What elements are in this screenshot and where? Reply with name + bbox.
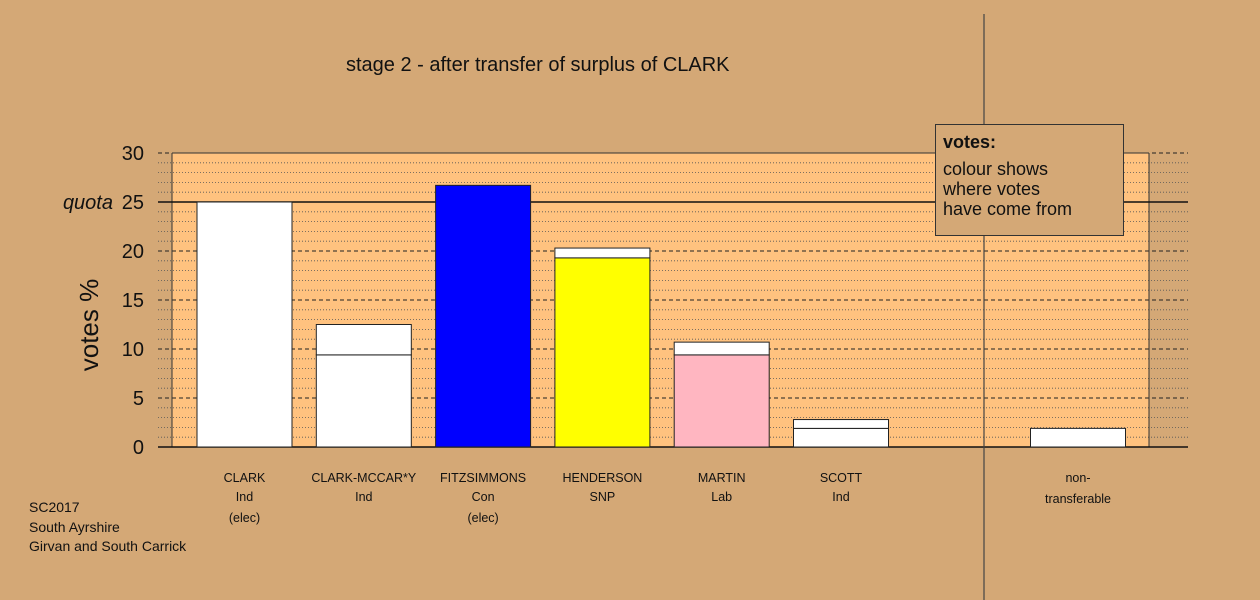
candidate-scott-name: SCOTT — [820, 471, 863, 485]
candidate-clark-status: (elec) — [229, 511, 260, 525]
council-name: South Ayrshire — [29, 518, 120, 535]
y-tick-label: 20 — [122, 241, 144, 263]
y-tick-label: 10 — [122, 339, 144, 361]
candidate-fitzsimmons-name: FITZSIMMONS — [440, 471, 526, 485]
y-tick-label: 25 — [122, 192, 144, 214]
y-axis-title: votes % — [74, 279, 104, 372]
candidate-martin-party: Lab — [711, 490, 732, 504]
quota-label: quota — [63, 192, 113, 214]
candidate-martin-name: MARTIN — [698, 471, 746, 485]
legend-body: colour shows where votes have come from — [943, 159, 1073, 219]
candidate-clark-bar-prior — [196, 201, 293, 448]
nontransferable-label-line2: transferable — [1045, 492, 1111, 506]
candidate-fitzsimmons-status: (elec) — [467, 511, 498, 525]
candidate-scott-party: Ind — [832, 490, 849, 504]
candidate-clark-name: CLARK — [224, 471, 266, 485]
y-tick-label: 5 — [133, 388, 144, 410]
candidate-scott-bar-prior — [793, 427, 889, 448]
candidate-martin-bar-prior — [673, 354, 770, 448]
candidate-henderson-name: HENDERSON — [562, 471, 642, 485]
candidate-clark-mccar-y-party: Ind — [355, 490, 372, 504]
candidate-fitzsimmons-bar-prior — [435, 184, 532, 448]
election-code: SC2017 — [29, 499, 80, 515]
legend-heading: votes: — [943, 132, 997, 152]
nontransferable-label-line1: non- — [1065, 471, 1090, 485]
y-tick-label: 30 — [122, 143, 144, 165]
candidate-clark-mccar-y-bar-prior — [315, 354, 412, 448]
candidate-martin-bar-transfer — [673, 341, 770, 356]
chart-title: stage 2 - after transfer of surplus of C… — [346, 54, 730, 76]
candidate-clark-mccar-y-name: CLARK-MCCAR*Y — [311, 471, 417, 485]
candidate-fitzsimmons-party: Con — [472, 490, 495, 504]
candidate-henderson-bar-prior — [554, 257, 651, 448]
legend-box: votes: colour shows where votes have com… — [935, 124, 1124, 236]
candidate-henderson-bar-transfer — [554, 247, 651, 259]
nontransferable-bar-prior — [1030, 427, 1126, 448]
y-tick-label: 0 — [133, 437, 144, 459]
candidate-scott-bar-transfer — [793, 419, 889, 429]
y-tick-label: 15 — [122, 290, 144, 312]
election-info: SC2017 South Ayrshire Girvan and South C… — [29, 498, 186, 557]
ward-name: Girvan and South Carrick — [29, 538, 187, 554]
candidate-clark-party: Ind — [236, 490, 253, 504]
candidate-clark-mccar-y-bar-transfer — [315, 324, 412, 356]
candidate-henderson-party: SNP — [590, 490, 616, 504]
